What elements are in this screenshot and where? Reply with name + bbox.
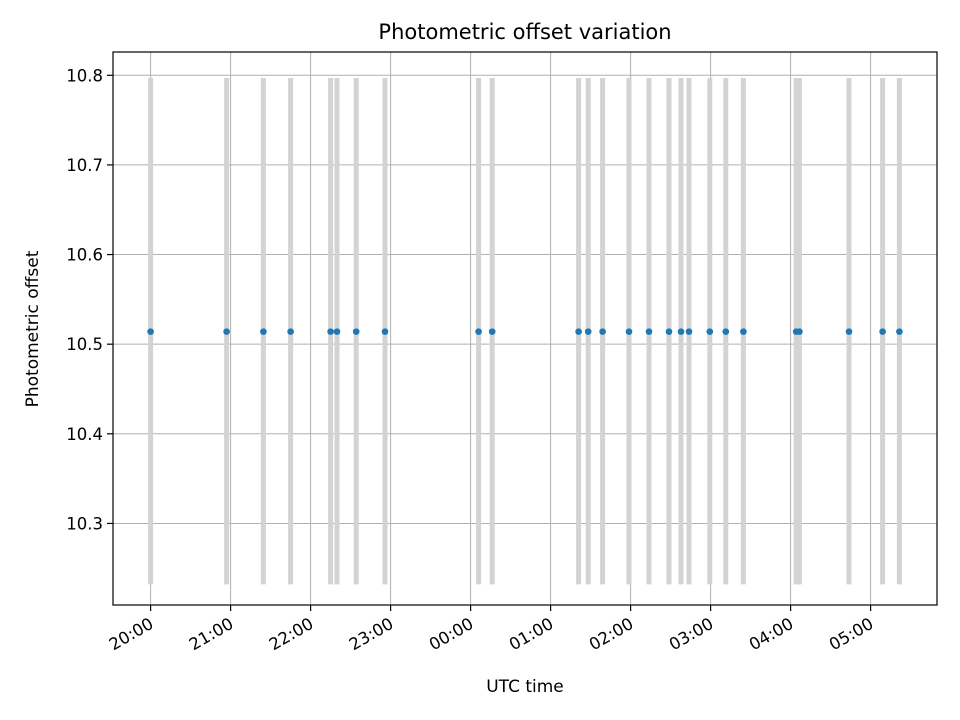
y-tick-label: 10.7 [66, 156, 103, 175]
data-point [147, 328, 154, 335]
data-point [645, 328, 653, 335]
data-point [584, 328, 592, 335]
y-tick-label: 10.3 [66, 514, 103, 533]
data-point [352, 328, 360, 335]
data-point [896, 328, 903, 335]
data-points [147, 328, 903, 335]
data-point [740, 328, 747, 335]
data-point [722, 328, 730, 335]
y-tick-label: 10.8 [66, 66, 103, 85]
data-point [599, 328, 606, 335]
y-axis-label: Photometric offset [23, 250, 43, 407]
y-tick-label: 10.4 [66, 425, 103, 444]
data-point [475, 328, 482, 335]
y-tick-label: 10.5 [66, 335, 103, 354]
chart-title: Photometric offset variation [378, 20, 671, 44]
data-point [625, 328, 633, 335]
data-point [685, 328, 693, 335]
x-axis-label: UTC time [486, 677, 564, 697]
y-axis-ticks: 10.3 10.4 10.5 10.6 10.7 10.8 [66, 66, 113, 533]
data-point [879, 328, 886, 335]
data-point [333, 328, 341, 335]
data-point [260, 328, 267, 335]
data-point [287, 328, 294, 335]
data-point [488, 328, 496, 335]
data-point [575, 328, 582, 335]
data-point [223, 328, 230, 335]
data-point [665, 328, 673, 335]
data-point [327, 328, 334, 335]
data-point [706, 328, 714, 335]
data-point [796, 328, 803, 335]
grid [113, 52, 937, 605]
axes-frame [112, 51, 938, 606]
data-point [677, 328, 685, 335]
data-point [381, 328, 389, 335]
y-tick-label: 10.6 [66, 246, 103, 265]
data-point [845, 328, 853, 335]
